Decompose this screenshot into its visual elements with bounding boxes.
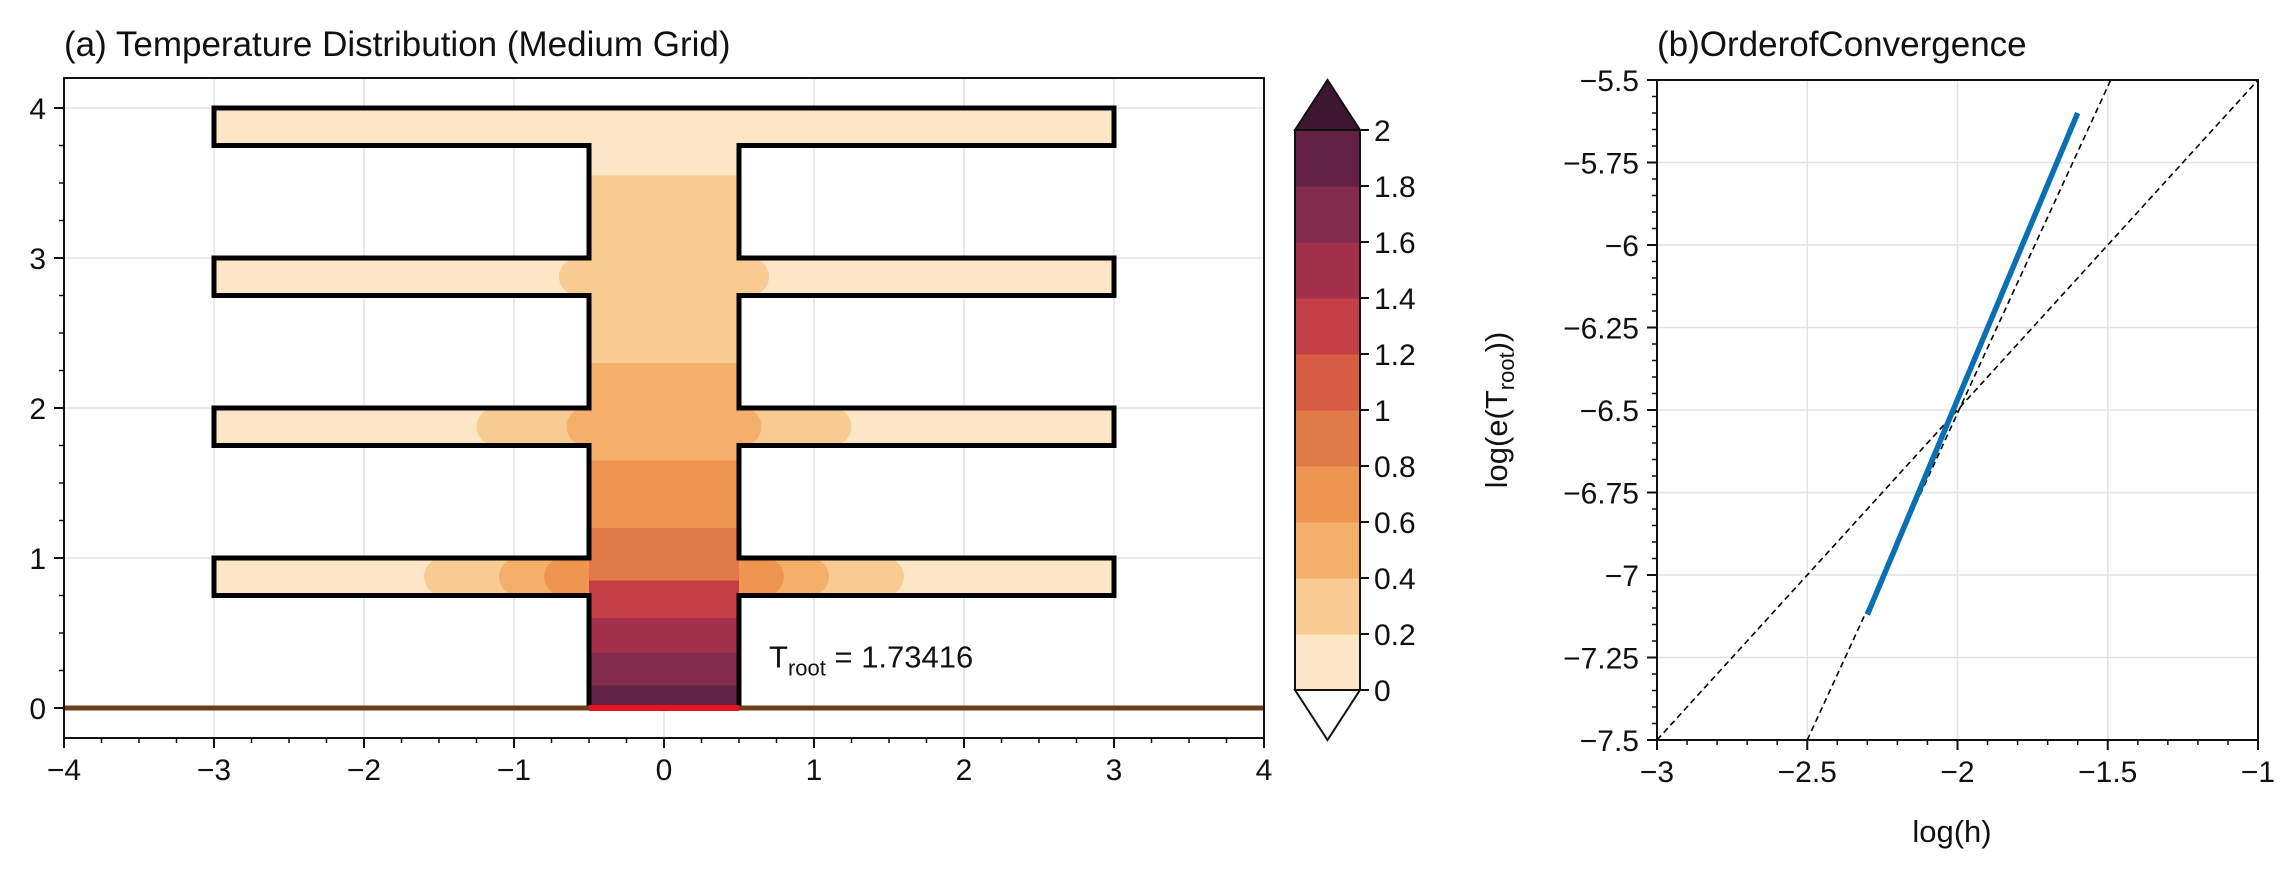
x-tick-label: −1.5 — [2078, 756, 2137, 789]
ylabel-end: )) — [1479, 332, 1514, 353]
x-tick-label: −2 — [1940, 756, 1974, 789]
colorbar-tick-label: 2 — [1374, 115, 1391, 148]
fin-outline-path — [211, 105, 1117, 708]
trunk-temperature-band — [589, 685, 739, 708]
colorbar-extend-high — [1293, 78, 1362, 131]
x-tick-label: −2.5 — [1778, 756, 1837, 789]
x-tick-label: −1 — [2241, 756, 2275, 789]
colorbar: 0 0.2 0.4 0.6 0.8 1 1.2 1.4 1.6 1.8 2 — [1293, 78, 1416, 742]
colorbar-segment — [1295, 522, 1360, 579]
colorbar-tick-label: 0 — [1374, 675, 1391, 708]
trunk-top-mask — [589, 78, 739, 108]
y-tick-label: −5.75 — [1563, 148, 1639, 181]
panel-b-grid — [1657, 80, 2258, 740]
panel-a-title: (a) Temperature Distribution (Medium Gri… — [64, 25, 731, 64]
colorbar-segment — [1295, 354, 1360, 411]
panel-b-order-of-convergence: (b)OrderofConvergence −3 −2.5 −2 −1.5 −1 −5.5… — [1479, 25, 2275, 849]
annotation-value: = 1.73416 — [826, 640, 973, 675]
colorbar-segment — [1295, 634, 1360, 691]
trunk-temperature-band — [589, 175, 739, 363]
panel-a-ticks: −4 −3 −2 −1 0 1 2 3 4 0 1 2 3 4 — [29, 93, 1272, 787]
panel-b-ticks: −3 −2.5 −2 −1.5 −1 −5.5 −5.75 −6 −6.25 −6.5 −6.75 −… — [1563, 65, 2275, 789]
colorbar-tick-label: 0.6 — [1374, 507, 1416, 540]
y-tick-label: −7.25 — [1563, 643, 1639, 676]
colorbar-tick-label: 0.8 — [1374, 451, 1416, 484]
trunk-temperature-band — [589, 108, 739, 176]
colorbar-tick-label: 1.4 — [1374, 283, 1416, 316]
trunk-temperature-band — [589, 652, 739, 686]
colorbar-tick-label: 0.2 — [1374, 619, 1416, 652]
root-temperature-annotation: Troot = 1.73416 — [769, 640, 973, 681]
colorbar-tick-label: 1.2 — [1374, 339, 1416, 372]
x-tick-label: −4 — [47, 754, 81, 787]
colorbar-tick-label: 1 — [1374, 395, 1391, 428]
colorbar-segment — [1295, 578, 1360, 635]
colorbar-segment — [1295, 466, 1360, 523]
y-tick-label: −7 — [1605, 560, 1639, 593]
colorbar-tick-label: 1.8 — [1374, 171, 1416, 204]
panel-a-fin-outline — [211, 105, 1117, 708]
panel-a-temperature-field — [214, 78, 1114, 708]
trunk-temperature-band — [589, 580, 739, 618]
y-tick-label: 2 — [29, 393, 46, 426]
panel-b-xlabel: log(h) — [1912, 814, 1991, 849]
x-tick-label: −3 — [197, 754, 231, 787]
y-tick-label: 1 — [29, 543, 46, 576]
panel-a-temperature-distribution: (a) Temperature Distribution (Medium Gri… — [29, 25, 1272, 787]
x-tick-label: 2 — [956, 754, 973, 787]
trunk-temperature-band — [589, 363, 739, 461]
colorbar-segment — [1295, 242, 1360, 299]
x-tick-label: 3 — [1106, 754, 1123, 787]
y-tick-label: −6.25 — [1563, 313, 1639, 346]
reference-line — [1657, 80, 2258, 740]
colorbar-segment — [1295, 130, 1360, 187]
convergence-series-line — [1864, 111, 2081, 616]
colorbar-tick-label: 1.6 — [1374, 227, 1416, 260]
annotation-main: T — [769, 640, 788, 675]
x-tick-label: −2 — [347, 754, 381, 787]
colorbar-segment — [1295, 410, 1360, 467]
colorbar-segment — [1295, 298, 1360, 355]
x-tick-label: 1 — [806, 754, 823, 787]
y-tick-label: −7.5 — [1580, 725, 1639, 758]
trunk-temperature-band — [589, 528, 739, 581]
y-tick-label: 3 — [29, 243, 46, 276]
trunk-temperature-band — [589, 618, 739, 653]
x-tick-label: 0 — [656, 754, 673, 787]
ylabel-subscript: root — [1494, 352, 1519, 390]
colorbar-segment — [1295, 186, 1360, 243]
x-tick-label: −1 — [497, 754, 531, 787]
y-tick-label: −6.75 — [1563, 478, 1639, 511]
reference-line — [1806, 80, 2112, 740]
colorbar-tick-label: 0.4 — [1374, 563, 1416, 596]
y-tick-label: −6.5 — [1580, 395, 1639, 428]
annotation-subscript: root — [788, 656, 826, 681]
trunk-temperature-band — [589, 460, 739, 528]
x-tick-label: −3 — [1640, 756, 1674, 789]
y-tick-label: −5.5 — [1580, 65, 1639, 98]
ylabel-main: log(e(T — [1479, 390, 1514, 488]
y-tick-label: −6 — [1605, 230, 1639, 263]
panel-b-title: (b)OrderofConvergence — [1657, 25, 2027, 64]
colorbar-extend-low — [1293, 689, 1362, 742]
x-tick-label: 4 — [1256, 754, 1273, 787]
panel-b-lines — [1657, 80, 2258, 740]
y-tick-label: 0 — [29, 693, 46, 726]
y-tick-label: 4 — [29, 93, 46, 126]
panel-b-ylabel: log(e(Troot)) — [1479, 332, 1519, 489]
